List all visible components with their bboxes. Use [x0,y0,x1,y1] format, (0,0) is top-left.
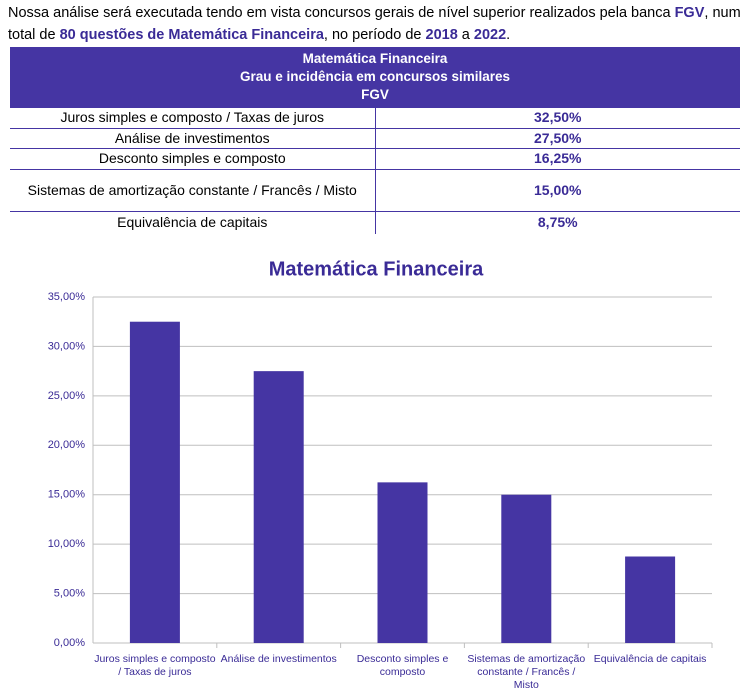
header-line: Matemática Financeira [302,51,448,66]
bar [377,482,428,643]
y-tick-label: 15,00% [48,489,86,501]
row-value: 15,00% [375,169,740,212]
y-tick-label: 30,00% [48,340,86,352]
x-tick-label: Desconto simples e composto [356,653,449,678]
header-line: Grau e incidência em concursos similares [239,69,511,84]
table-row: Análise de investimentos 27,50% [10,128,740,149]
intro: Nossa análise será executada tendo em vi… [8,2,744,46]
bar [501,494,552,643]
row-label: Análise de investimentos [10,128,376,149]
x-tick-label: Juros simples e composto / Taxas de juro… [94,653,216,678]
row-value: 8,75% [537,214,578,231]
y-tick-label: 0,00% [54,637,85,649]
table: Matemática Financeira Grau e incidência e… [10,47,740,234]
row-value: 27,50% [375,128,740,149]
table-header: Matemática Financeira Grau e incidência e… [10,47,740,108]
intro-text: , num total de [8,5,741,43]
row-label: Juros simples e composto / Taxas de juro… [10,108,376,129]
row-label: Sistemas de amortização constante / Fran… [10,169,376,212]
y-tick-label: 20,00% [48,439,86,451]
x-tick-label: Análise de investimentos [220,653,337,665]
bar [253,371,304,643]
x-tick-label: Equivalência de capitais [593,653,707,665]
table-row: Juros simples e composto / Taxas de juro… [10,108,740,129]
header-line: FGV [361,87,389,102]
table-row: Sistemas de amortização constante / Fran… [10,169,740,212]
row-label: Desconto simples e composto [10,148,376,170]
row-value: 32,50% [375,108,740,129]
intro-text: , no período de [323,27,426,43]
table-row: Desconto simples e composto 16,25% [10,148,740,170]
row-value: 16,25% [375,148,740,170]
chart: Matemática Financeira 0,00% 5,00% 10,00% 15… [48,258,713,649]
intro-text: Nossa análise será executada tendo em vi… [8,5,675,21]
table-row: Equivalência de capitais 8,75% [10,211,740,234]
y-tick-label: 5,00% [54,587,85,599]
intro-emphasis: 2018 [425,27,458,43]
intro-emphasis: FGV [674,5,705,21]
y-tick-label: 10,00% [48,538,86,550]
y-tick-label: 35,00% [48,291,86,303]
x-tick-label: Sistemas de amortização constante / Fran… [467,653,586,691]
y-tick-label: 25,00% [48,390,86,402]
intro-emphasis: 80 questões de Matemática Financeira [59,27,324,43]
bar [129,321,180,643]
intro-emphasis: 2022 [473,27,507,43]
intro-text: a [457,27,474,43]
bar [625,556,676,643]
chart-title: Matemática Financeira [269,258,484,280]
intro-text: . [506,27,511,43]
row-label: Equivalência de capitais [10,211,376,234]
